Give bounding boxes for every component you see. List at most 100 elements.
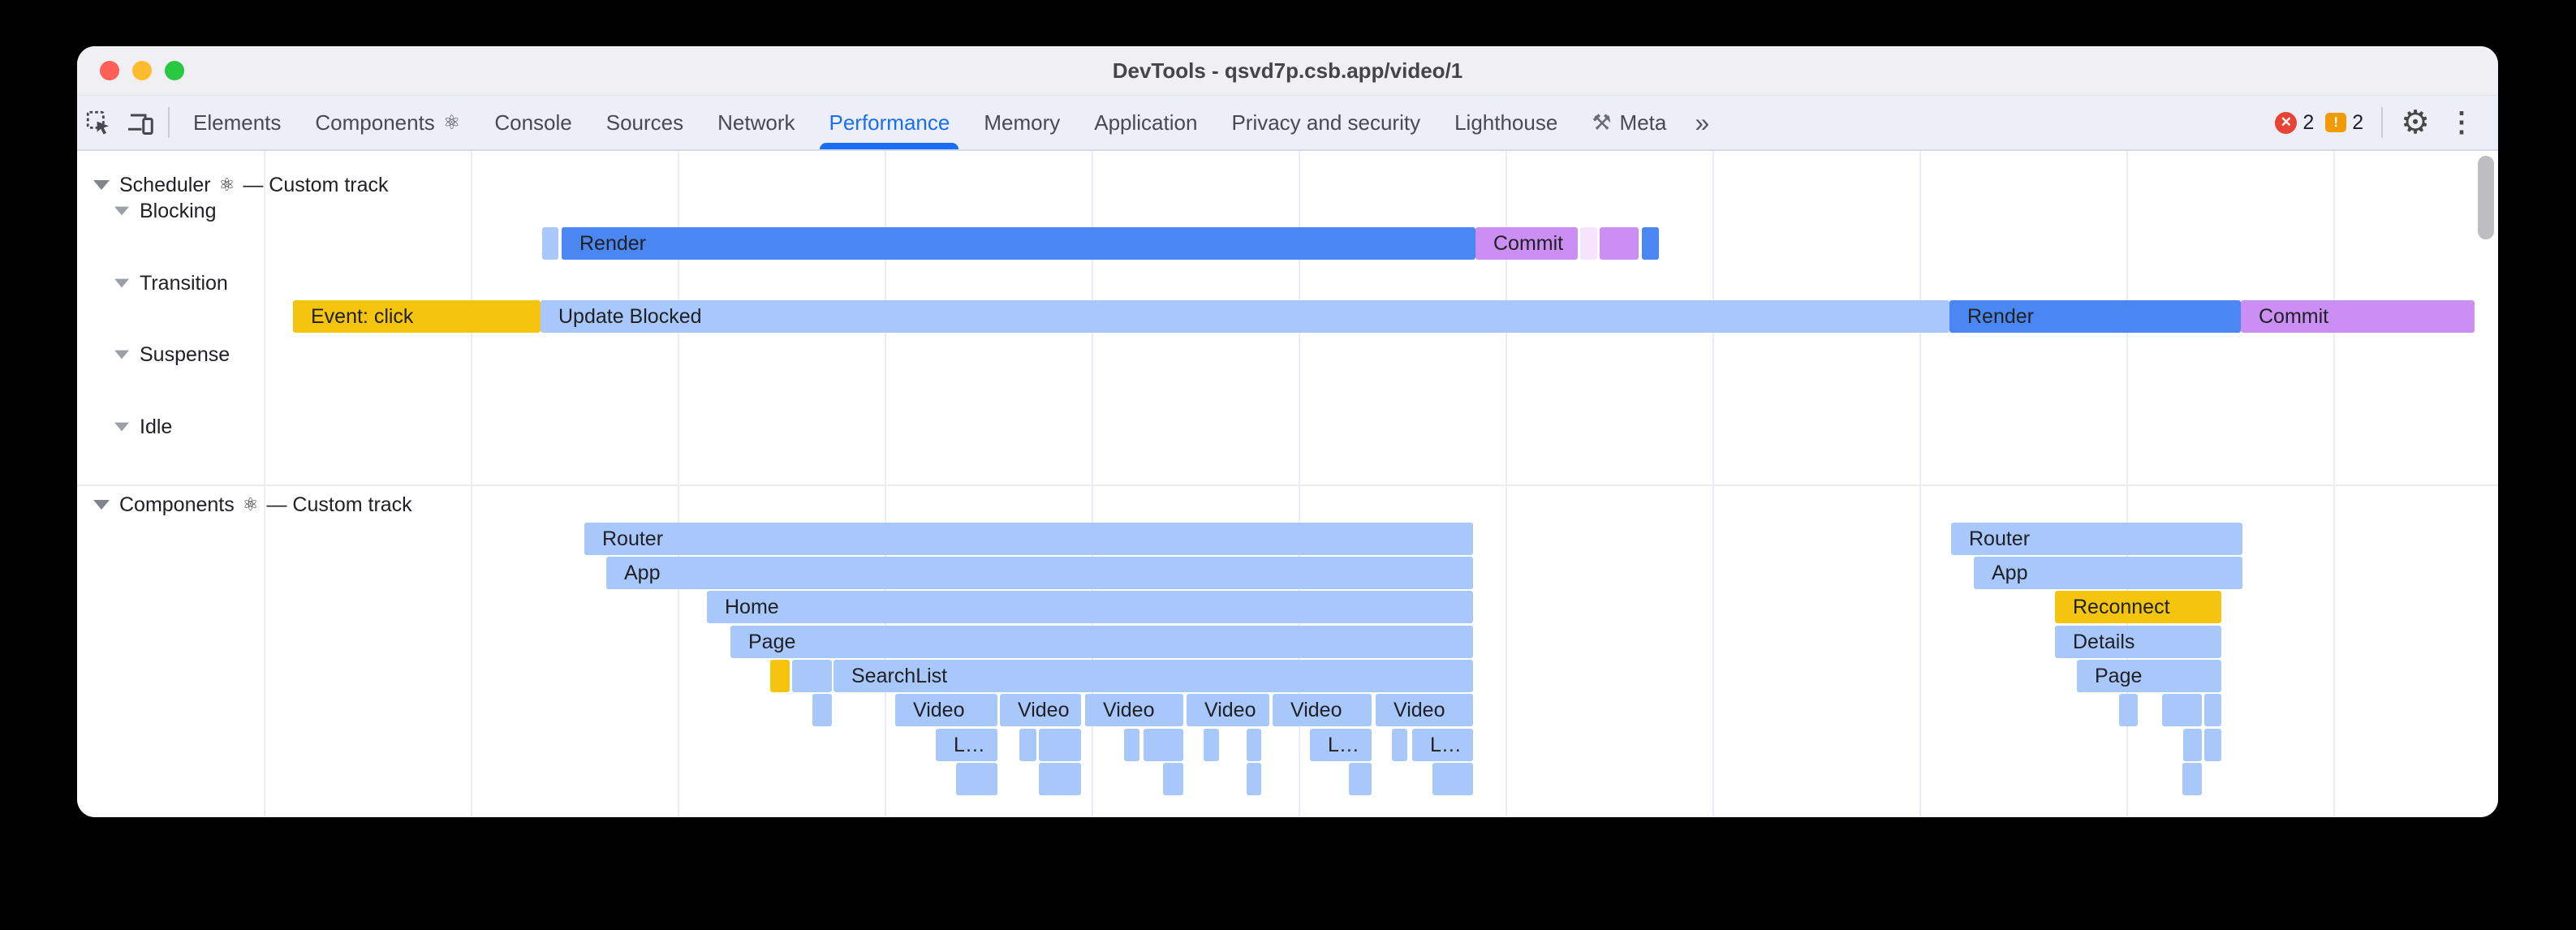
warning-count[interactable]: 2 [2352,110,2364,134]
gridline [264,151,265,817]
flame-bar[interactable] [2204,694,2221,726]
tab-network[interactable]: Network [700,96,812,149]
flame-bar[interactable] [792,660,832,692]
gridline [1299,151,1300,817]
flame-bar-l[interactable]: L… [936,729,997,761]
flame-bar[interactable] [1392,729,1407,761]
flame-bar-video[interactable]: Video [1085,694,1183,726]
flame-bar-details[interactable]: Details [2055,626,2221,658]
tab-performance[interactable]: Performance [812,96,967,149]
tab-label: Network [717,110,795,135]
flame-bar[interactable] [1124,729,1139,761]
track-header-components[interactable]: Components ⚛ — Custom track [93,492,412,518]
flame-bar[interactable] [1019,729,1036,761]
more-tabs-chevron-icon[interactable]: » [1695,107,1710,137]
tab-meta[interactable]: ⚒ Meta [1574,96,1683,149]
tab-components[interactable]: Components ⚛ [298,96,477,149]
flame-bar[interactable] [1349,763,1372,795]
device-toolbar-icon[interactable] [119,96,162,149]
flame-bar-page[interactable]: Page [730,626,1473,658]
track-header-scheduler[interactable]: Scheduler ⚛ — Custom track [93,172,389,198]
flame-bar[interactable] [1600,227,1639,260]
tab-application[interactable]: Application [1077,96,1214,149]
settings-gear-icon[interactable]: ⚙ [2401,105,2430,140]
flame-bar-updateblocked[interactable]: Update Blocked [541,300,1949,333]
hammer-wrench-icon: ⚒ [1592,110,1612,135]
tab-console[interactable]: Console [477,96,588,149]
minimize-button[interactable] [132,61,152,80]
track-row-idle[interactable]: Idle [114,414,172,440]
flame-bar-commit[interactable]: Commit [2241,300,2475,333]
track-label: Transition [140,271,228,295]
flame-bar[interactable] [1039,763,1081,795]
flame-bar-router[interactable]: Router [584,523,1473,555]
flame-bar[interactable] [542,227,558,260]
flame-bar[interactable] [2162,694,2202,726]
flame-bar-eventclick[interactable]: Event: click [293,300,541,333]
collapse-triangle-icon[interactable] [114,278,129,288]
flame-bar[interactable] [1204,729,1219,761]
flame-bar-video[interactable]: Video [1273,694,1372,726]
flame-bar-l[interactable]: L… [1412,729,1473,761]
flame-bar[interactable] [1432,763,1473,795]
tab-elements[interactable]: Elements [176,96,298,149]
performance-flame-chart[interactable]: Scheduler ⚛ — Custom track Blocking Transiti… [77,151,2498,817]
collapse-triangle-icon[interactable] [93,180,110,190]
flame-bar-render[interactable]: Render [1949,300,2241,333]
flame-bar[interactable] [770,660,790,692]
error-badge-icon[interactable]: ✕ [2275,111,2298,134]
collapse-triangle-icon[interactable] [114,206,129,216]
flame-bar[interactable] [1247,729,1261,761]
flame-bar[interactable] [2183,729,2202,761]
flame-bar-video[interactable]: Video [895,694,997,726]
flame-bar-page[interactable]: Page [2077,660,2221,692]
flame-bar[interactable] [1039,729,1081,761]
flame-bar[interactable] [1163,763,1183,795]
flame-bar[interactable] [812,694,832,726]
track-row-transition[interactable]: Transition [114,270,228,296]
flame-bar-home[interactable]: Home [707,591,1473,623]
flame-bar[interactable] [2119,694,2138,726]
flame-bar[interactable] [1642,227,1659,260]
warning-badge-icon[interactable]: ! [2325,113,2347,132]
flame-bar-video[interactable]: Video [1000,694,1081,726]
flame-bar-router[interactable]: Router [1951,523,2242,555]
tab-sources[interactable]: Sources [589,96,700,149]
flame-bar-video[interactable]: Video [1376,694,1473,726]
flame-bar-reconnect[interactable]: Reconnect [2055,591,2221,623]
flame-bar-commit[interactable]: Commit [1475,227,1578,260]
flame-bar-l[interactable]: L… [1310,729,1372,761]
flame-bar-app[interactable]: App [606,557,1473,589]
flame-bar-render[interactable]: Render [562,227,1475,260]
inspect-element-icon[interactable] [77,96,119,149]
gridline [885,151,886,817]
error-count[interactable]: 2 [2302,110,2315,134]
collapse-triangle-icon[interactable] [114,350,129,360]
flame-bar[interactable] [2204,729,2221,761]
track-row-suspense[interactable]: Suspense [114,342,230,368]
tab-privacy[interactable]: Privacy and security [1214,96,1437,149]
flame-bar-app[interactable]: App [1974,557,2242,589]
react-atom-icon: ⚛ [442,111,461,134]
flame-bar-label: Home [725,596,779,618]
flame-bar[interactable] [1247,763,1261,795]
custom-track-suffix: — Custom track [266,493,412,516]
flame-bar[interactable] [1144,729,1183,761]
track-row-blocking[interactable]: Blocking [114,198,217,224]
collapse-triangle-icon[interactable] [114,422,129,432]
close-button[interactable] [100,61,119,80]
flame-bar-label: L… [954,734,985,756]
flame-bar[interactable] [956,763,997,795]
titlebar[interactable]: DevTools - qsvd7p.csb.app/video/1 [77,46,2498,96]
tab-memory[interactable]: Memory [967,96,1077,149]
collapse-triangle-icon[interactable] [93,500,110,510]
kebab-menu-icon[interactable]: ⋮ [2448,107,2475,138]
maximize-button[interactable] [165,61,184,80]
flame-bar-searchlist[interactable]: SearchList [834,660,1473,692]
tab-lighthouse[interactable]: Lighthouse [1437,96,1574,149]
flame-bar-video[interactable]: Video [1187,694,1269,726]
flame-bar[interactable] [2182,763,2202,795]
toolbar-divider [168,107,170,138]
flame-bar[interactable] [1580,227,1597,260]
scrollbar-thumb[interactable] [2478,156,2494,239]
